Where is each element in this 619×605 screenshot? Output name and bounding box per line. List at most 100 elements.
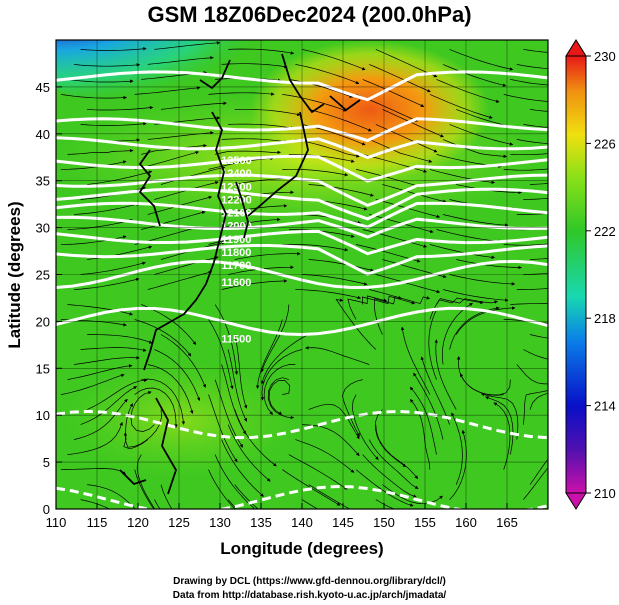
- wind-streamline: [80, 47, 147, 51]
- temperature-field: 1250012400123001220012100120001190011800…: [56, 40, 548, 509]
- y-tick-label: 20: [36, 314, 50, 329]
- x-tick-label: 130: [209, 515, 231, 530]
- wind-streamline: [141, 210, 206, 230]
- colorbar-min-arrow: [565, 492, 587, 510]
- wind-streamline: [485, 396, 514, 455]
- y-axis-ticks: 0 5 10 15 20 25 30 35 40 45: [36, 80, 62, 517]
- y-tick-label: 10: [36, 408, 50, 423]
- wind-streamline: [87, 334, 153, 344]
- wind-streamline: [301, 424, 360, 457]
- coastlines: [119, 53, 361, 495]
- wind-streamline: [87, 484, 136, 509]
- height-contour-label: 12000: [221, 221, 252, 233]
- wind-streamline: [295, 439, 355, 473]
- height-contour-label: 12200: [221, 194, 252, 206]
- wind-streamline: [301, 274, 368, 286]
- colorbar-tick-label: 214: [594, 399, 616, 414]
- wind-streamline: [261, 334, 309, 385]
- wind-streamline: [147, 56, 214, 65]
- wind-streamline: [267, 377, 295, 420]
- wind-streamline: [268, 380, 291, 415]
- wind-streamline: [67, 421, 123, 455]
- wind-streamline: [375, 274, 441, 294]
- wind-streamline: [234, 334, 248, 409]
- x-tick-label: 160: [455, 515, 477, 530]
- wind-streamline: [409, 398, 431, 470]
- wind-streamline: [73, 356, 140, 365]
- y-tick-label: 45: [36, 80, 50, 95]
- wind-streamline: [442, 289, 509, 302]
- colorbar-tick-label: 218: [594, 311, 616, 326]
- wind-streamline: [80, 499, 111, 509]
- wind-streamline: [134, 469, 155, 509]
- wind-streamline: [523, 197, 548, 200]
- wind-streamline: [215, 150, 281, 155]
- wind-streamline: [342, 379, 363, 437]
- y-tick-label: 25: [36, 268, 50, 283]
- wind-streamline: [409, 386, 437, 455]
- wind-streamline: [73, 63, 141, 67]
- wind-streamline: [263, 364, 296, 415]
- wind-streamline: [362, 79, 425, 107]
- wind-streamline: [375, 409, 407, 468]
- height-contour-label: 12400: [221, 168, 252, 180]
- wind-streamline: [160, 334, 206, 388]
- wind-streamline: [160, 101, 227, 110]
- lat-lon-grid: [56, 40, 548, 509]
- wind-streamline: [87, 170, 153, 185]
- x-tick-label: 125: [168, 515, 190, 530]
- wind-streamline: [503, 168, 548, 171]
- wind-streamline: [73, 277, 140, 290]
- wind-streamline: [362, 229, 428, 248]
- wind-streamline: [282, 243, 349, 252]
- wind-streamline: [442, 214, 509, 227]
- x-axis-ticks: 110 115 120 125 130 135 140 145 150 155 160 165: [46, 503, 518, 530]
- wind-streamline: [362, 454, 417, 498]
- wind-streamline: [308, 184, 374, 197]
- wind-streamline: [227, 349, 247, 422]
- wind-streamline: [80, 386, 138, 425]
- wind-streamline: [480, 392, 519, 440]
- wind-streamline: [429, 244, 496, 259]
- wind-streamline: [436, 298, 498, 305]
- wind-streamline: [523, 390, 548, 425]
- wind-streamline: [510, 153, 548, 156]
- wind-streamline: [301, 49, 366, 71]
- wind-streamline: [80, 122, 147, 126]
- wind-streamline: [510, 79, 548, 86]
- x-tick-label: 145: [332, 515, 354, 530]
- wind-streamline: [516, 64, 548, 69]
- colorbar-tick-label: 222: [594, 224, 616, 239]
- wind-streamline: [73, 202, 140, 215]
- wind-streamline: [282, 94, 347, 112]
- wind-streamline: [529, 458, 548, 485]
- x-tick-label: 165: [496, 515, 518, 530]
- wind-streamline: [295, 64, 360, 85]
- wind-streamline: [67, 364, 133, 380]
- wind-streamline: [295, 289, 362, 300]
- wind-streamline: [375, 424, 419, 479]
- wind-streamline: [456, 259, 522, 270]
- wind-streamline: [382, 184, 447, 203]
- wind-streamline: [449, 124, 514, 146]
- colorbar-tick-label: 210: [594, 486, 616, 501]
- wind-streamline: [449, 49, 514, 71]
- wind-streamline: [429, 94, 493, 119]
- wind-streamline: [503, 243, 548, 246]
- colorbar-ticks: 210 214 218 222 226 230: [586, 49, 616, 501]
- x-tick-label: 120: [127, 515, 149, 530]
- wind-streamline: [221, 138, 288, 144]
- wind-streamline: [375, 499, 395, 509]
- wind-streamline: [442, 64, 507, 87]
- x-tick-label: 110: [46, 515, 67, 530]
- height-contour-label: 11600: [221, 277, 251, 289]
- wind-streamline: [282, 168, 349, 177]
- wind-streamline: [208, 394, 238, 463]
- wind-streamline: [434, 339, 457, 410]
- wind-streamline: [234, 108, 301, 117]
- x-axis-label: Longitude (degrees): [220, 539, 383, 558]
- wind-streamline: [134, 319, 192, 357]
- wind-streamline: [234, 484, 259, 509]
- credit-drawing: Drawing by DCL (https://www.gfd-dennou.o…: [173, 576, 446, 587]
